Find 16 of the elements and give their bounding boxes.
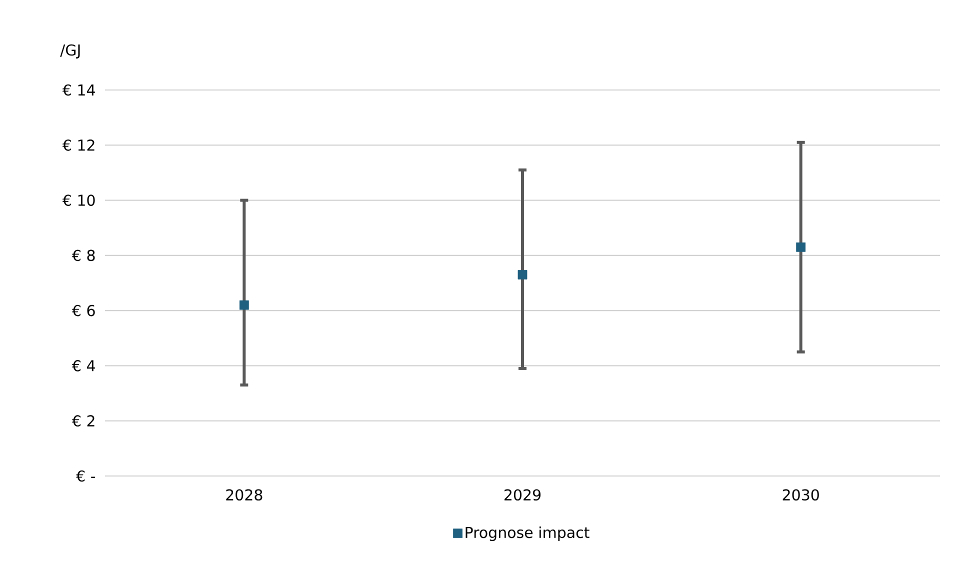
point [796,242,806,252]
y-axis-title: /GJ [60,44,80,58]
y-tick-label: € 4 [72,360,95,372]
y-tick-label: € 2 [72,415,94,427]
point [239,300,249,310]
y-tick-label: € 14 [62,84,95,96]
y-tick-label: € 8 [72,250,95,262]
y-tick-label: € - [76,470,96,482]
y-tick-label: € 6 [72,304,95,316]
x-tick-label: 2030 [782,489,819,501]
x-tick-label: 2028 [226,489,262,501]
point [518,270,528,280]
y-tick-label: € 12 [62,139,94,151]
y-tick-label: € 10 [62,194,95,206]
x-tick-label: 2029 [504,489,541,501]
legend-label: Prognose impact [466,526,590,542]
